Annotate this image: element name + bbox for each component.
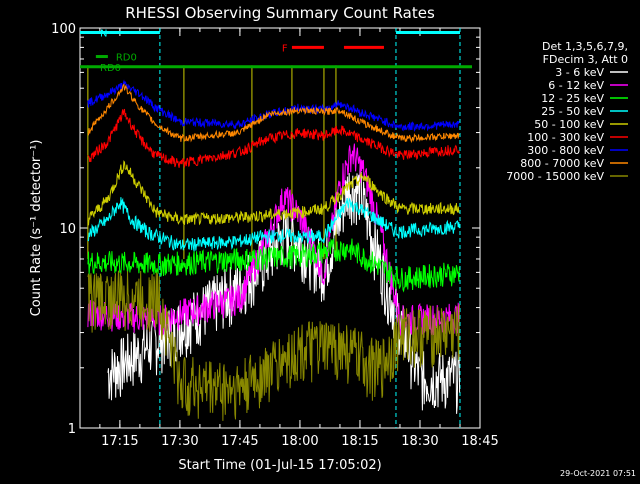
timestamp-label: 29-Oct-2021 07:51 (560, 469, 636, 478)
legend-header: Det 1,3,5,6,7,9, (542, 40, 628, 53)
x-tick-label: 17:45 (221, 434, 258, 449)
chart-title: RHESSI Observing Summary Count Rates (125, 4, 435, 22)
x-tick-label: 18:30 (401, 434, 438, 449)
legend-header: FDecim 3, Att 0 (543, 53, 628, 66)
series-4 (87, 160, 460, 226)
y-axis-label: Count Rate (s⁻¹ detector⁻¹) (29, 140, 44, 317)
x-tick-label: 18:15 (341, 434, 378, 449)
y-tick-label: 100 (51, 22, 76, 37)
series-5 (87, 108, 460, 168)
series-2 (87, 237, 460, 293)
series-line-3 (87, 197, 460, 252)
series-line-8 (87, 270, 460, 421)
series-line-2 (87, 237, 460, 293)
series-line-6 (87, 79, 460, 133)
series-6 (87, 79, 460, 133)
series-line-7 (87, 83, 460, 144)
series-3 (87, 197, 460, 252)
flag-label: F (282, 43, 288, 54)
series-7 (87, 83, 460, 144)
legend-entry: 7000 - 15000 keV (506, 170, 604, 183)
legend-entry: 800 - 7000 keV (520, 157, 604, 170)
flag-label: RD0 (100, 63, 121, 74)
legend: Det 1,3,5,6,7,9,FDecim 3, Att 03 - 6 keV… (506, 40, 628, 183)
y-tick-label: 1 (68, 422, 76, 437)
x-axis-label: Start Time (01-Jul-15 17:05:02) (178, 458, 381, 473)
legend-entry: 50 - 100 keV (534, 118, 604, 131)
x-tick-label: 18:45 (461, 434, 498, 449)
series-line-4 (87, 160, 460, 226)
series-line-5 (87, 108, 460, 168)
flag-label: RD0 (116, 53, 137, 64)
legend-entry: 25 - 50 keV (541, 105, 604, 118)
plot-area: 17:15 17:30 17:45 18:00 18:15 18:30 18:45 1 10 10… (51, 22, 499, 449)
series-8 (87, 270, 460, 421)
x-tick-label: 17:15 (101, 434, 138, 449)
x-tick-label: 17:30 (161, 434, 198, 449)
legend-entry: 12 - 25 keV (541, 92, 604, 105)
legend-entry: 100 - 300 keV (527, 131, 604, 144)
legend-entry: 6 - 12 keV (548, 79, 604, 92)
x-tick-label: 18:00 (281, 434, 318, 449)
y-tick-label: 10 (59, 222, 76, 237)
flag-label: N (100, 28, 107, 39)
legend-entry: 3 - 6 keV (555, 66, 604, 79)
legend-entry: 300 - 800 keV (527, 144, 604, 157)
